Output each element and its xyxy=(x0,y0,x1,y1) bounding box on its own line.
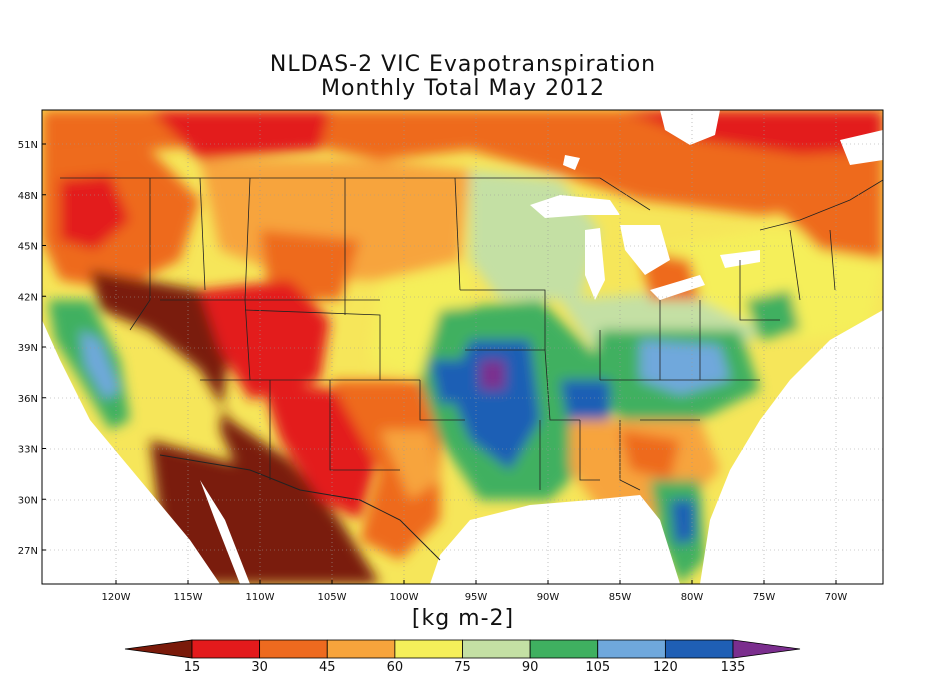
colorbar-tick-label: 60 xyxy=(387,660,404,675)
longitude-labels: 120W 115W 110W 105W 100W 95W 90W 85W 80W 75W 70W xyxy=(102,580,848,603)
latitude-labels: 51N 48N 45N 42N 39N 36N 33N 30N 27N xyxy=(18,140,46,557)
colorbar-segment xyxy=(529,639,599,659)
colorbar-tick-label: 30 xyxy=(251,660,268,675)
longitude-label: 100W xyxy=(390,592,419,603)
state-boundaries xyxy=(60,177,883,561)
longitude-label: 85W xyxy=(609,592,632,603)
lake-superior xyxy=(530,195,620,218)
colorbar-segment xyxy=(191,639,261,659)
gulf-of-mexico xyxy=(430,495,680,584)
colorbar-segment xyxy=(259,639,328,659)
lake-huron xyxy=(620,225,670,275)
latitude-label: 48N xyxy=(18,191,38,202)
map-title-line2: Monthly Total May 2012 xyxy=(321,76,605,101)
hudson-bay xyxy=(660,110,720,145)
pacific-ocean xyxy=(42,320,220,584)
map-title-line1: NLDAS-2 VIC Evapotranspiration xyxy=(269,52,657,77)
latitude-label: 30N xyxy=(18,495,38,506)
et-field xyxy=(42,110,883,584)
colorbar xyxy=(124,639,801,659)
longitude-label: 75W xyxy=(753,592,776,603)
latitude-label: 36N xyxy=(18,394,38,405)
lake-ontario xyxy=(720,250,760,268)
lake-winnipeg xyxy=(563,155,580,170)
colorbar-tick-label: 75 xyxy=(454,660,471,675)
atlantic-ocean xyxy=(700,310,883,584)
colorbar-segment xyxy=(326,639,396,659)
colorbar-segment xyxy=(394,639,463,659)
gulf-of-california xyxy=(200,480,250,584)
colorbar-tick-label: 120 xyxy=(653,660,678,675)
longitude-label: 70W xyxy=(825,592,848,603)
colorbar-tick-label: 90 xyxy=(522,660,539,675)
colorbar-arrow-high xyxy=(732,639,801,659)
longitude-label: 80W xyxy=(681,592,704,603)
longitude-label: 95W xyxy=(465,592,488,603)
longitude-label: 120W xyxy=(102,592,131,603)
latitude-label: 27N xyxy=(18,546,38,557)
colorbar-tick-label: 15 xyxy=(184,660,201,675)
longitude-label: 115W xyxy=(174,592,203,603)
colorbar-arrow-low xyxy=(124,639,193,659)
longitude-label: 110W xyxy=(246,592,275,603)
map-panel xyxy=(42,110,883,584)
longitude-label: 105W xyxy=(318,592,347,603)
colorbar-tick-labels: 15 30 45 60 75 90 105 120 135 xyxy=(184,660,746,675)
lake-erie xyxy=(650,275,705,300)
latitude-label: 51N xyxy=(18,140,38,151)
units-label: [kg m-2] xyxy=(411,606,515,631)
graticule xyxy=(42,110,883,584)
latitude-label: 45N xyxy=(18,242,38,253)
colorbar-segment xyxy=(597,639,666,659)
colorbar-tick-label: 45 xyxy=(319,660,336,675)
latitude-label: 33N xyxy=(18,445,38,456)
colorbar-segment xyxy=(462,639,531,659)
colorbar-tick-label: 135 xyxy=(721,660,746,675)
gulf-of-st-lawrence xyxy=(840,130,883,165)
latitude-label: 42N xyxy=(18,292,38,303)
longitude-label: 90W xyxy=(537,592,560,603)
latitude-label: 39N xyxy=(18,343,38,354)
colorbar-tick-label: 105 xyxy=(585,660,610,675)
colorbar-segment xyxy=(664,639,734,659)
